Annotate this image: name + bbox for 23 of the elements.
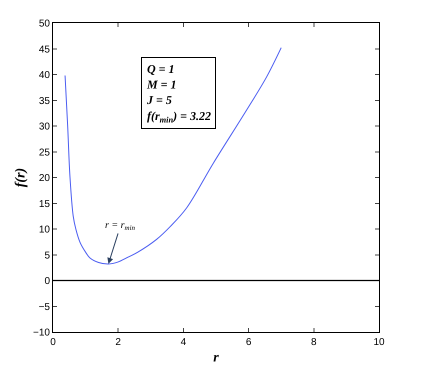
y-tick-label: −5 [38, 302, 50, 313]
x-tick-label: 4 [180, 337, 187, 348]
y-tick-label: 5 [44, 250, 50, 262]
x-tick-label: 8 [311, 337, 318, 348]
y-tick-label: 0 [44, 276, 50, 287]
line-series [64, 47, 282, 265]
y-axis-title: f(r) [14, 168, 29, 188]
y-tick-label: 25 [38, 147, 50, 158]
y-tick-label: 20 [38, 173, 50, 184]
y-tick-label: 40 [38, 70, 50, 81]
y-tick-label: 15 [38, 198, 50, 210]
y-tick-label: 35 [38, 96, 50, 107]
annotation: r = r$_{min}$ [105, 220, 136, 232]
y-tick-label: 50 [38, 18, 50, 30]
x-tick-label: 6 [246, 337, 252, 348]
x-tick-label: 10 [373, 337, 385, 348]
x-axis-title: r [213, 350, 220, 366]
x-tick-label: 2 [115, 337, 122, 348]
y-tick-label: 10 [38, 224, 50, 236]
y-tick-label: 45 [38, 44, 50, 56]
annotation: Q = 1 M = 1 J = 5 f(r$_{min}$) = 3.22 [146, 62, 212, 124]
y-tick-label: −10 [33, 328, 50, 338]
y-tick-label: 30 [38, 122, 50, 132]
